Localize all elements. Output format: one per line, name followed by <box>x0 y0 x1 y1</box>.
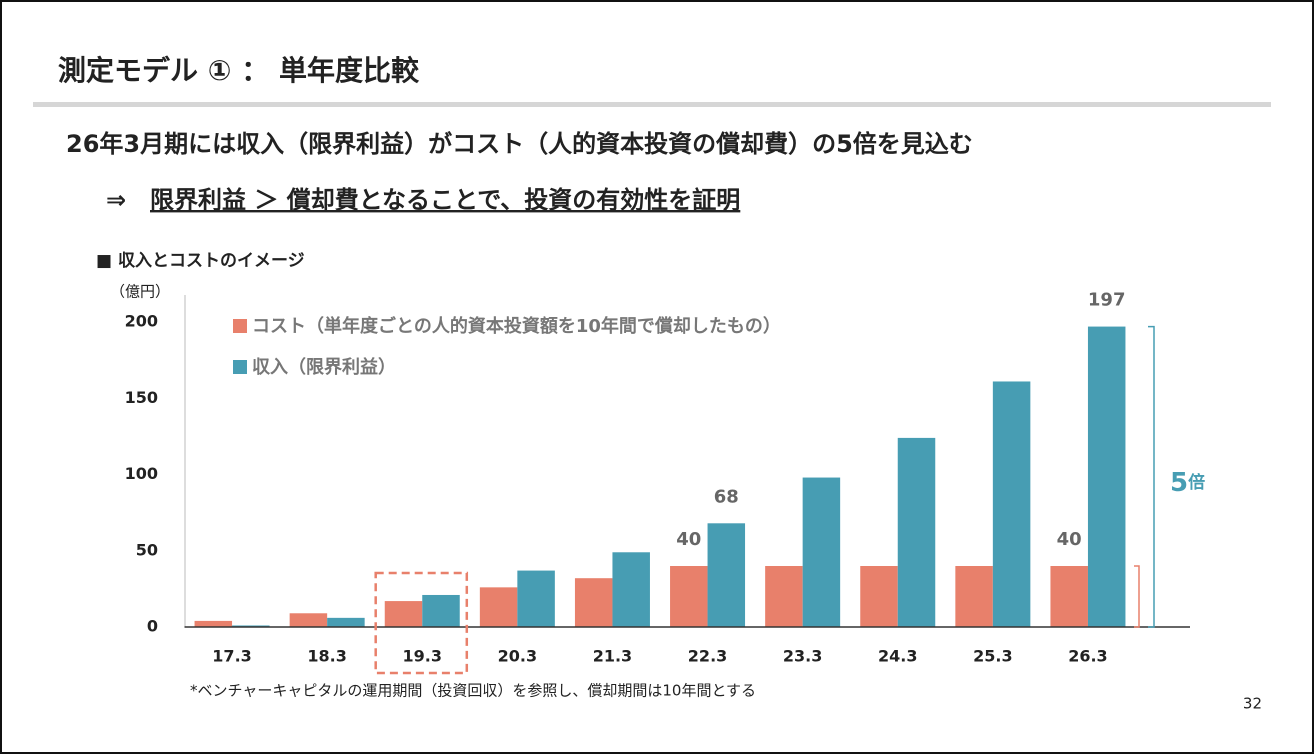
annotation-number: 5 <box>1170 468 1188 498</box>
bar <box>289 613 328 627</box>
slide-title: 測定モデル ① ： 単年度比較 <box>58 54 420 87</box>
bar <box>707 523 746 627</box>
value-label: 40 <box>1057 529 1082 550</box>
y-tick-label: 200 <box>125 312 158 331</box>
y-tick-label: 100 <box>125 464 158 483</box>
value-label: 40 <box>676 529 701 550</box>
value-label: 68 <box>714 486 739 507</box>
bar <box>574 578 613 627</box>
annotation: 5倍 <box>1170 468 1205 498</box>
headline: 26年3月期には収入（限界利益）がコスト（人的資本投資の償却費）の5倍を見込む <box>66 130 973 158</box>
x-tick-label: 21.3 <box>593 647 632 666</box>
bar <box>992 381 1031 627</box>
bar <box>422 594 460 627</box>
bar <box>479 587 518 627</box>
title-rule <box>33 102 1271 107</box>
bar <box>955 566 993 627</box>
bar <box>860 566 898 627</box>
legend-swatch <box>233 360 247 374</box>
bar <box>194 620 233 627</box>
page-number: 32 <box>1243 695 1262 713</box>
bar <box>1087 326 1126 627</box>
bar <box>232 625 270 627</box>
x-tick-label: 26.3 <box>1068 647 1107 666</box>
value-label: 197 <box>1088 290 1126 311</box>
bar <box>612 552 650 627</box>
bar <box>670 566 708 627</box>
x-tick-label: 19.3 <box>403 647 442 666</box>
chart-title: ■ 収入とコストのイメージ <box>96 251 305 271</box>
bar <box>897 437 936 627</box>
bar <box>517 570 555 627</box>
x-tick-label: 18.3 <box>307 647 346 666</box>
subline: 限界利益 ＞ 償却費となることで、投資の有効性を証明 <box>150 186 740 214</box>
x-tick-label: 22.3 <box>688 647 727 666</box>
bar <box>802 477 841 627</box>
legend-label: コスト（単年度ごとの人的資本投資額を10年間で償却したもの） <box>252 315 781 337</box>
bracket <box>1134 565 1140 628</box>
x-tick-label: 25.3 <box>973 647 1012 666</box>
bar <box>1050 566 1088 627</box>
annotation-suffix: 倍 <box>1188 472 1205 493</box>
highlight-box <box>374 571 469 675</box>
bracket <box>1148 325 1155 628</box>
footnote: *ベンチャーキャピタルの運用期間（投資回収）を参照し、償却期間は10年間とする <box>190 682 756 700</box>
bar <box>765 566 803 627</box>
x-tick-label: 17.3 <box>212 647 251 666</box>
bar <box>327 617 365 627</box>
x-tick-label: 23.3 <box>783 647 822 666</box>
y-tick-label: 50 <box>136 540 158 559</box>
x-tick-label: 20.3 <box>498 647 537 666</box>
y-tick-label: 150 <box>125 388 158 407</box>
y-tick-label: 0 <box>147 617 158 636</box>
legend-swatch <box>233 319 247 333</box>
x-tick-label: 24.3 <box>878 647 917 666</box>
subline-arrow: ⇒ <box>106 186 126 214</box>
y-unit: （億円） <box>110 283 170 301</box>
bar <box>384 601 423 627</box>
legend-label: 収入（限界利益） <box>252 356 396 378</box>
